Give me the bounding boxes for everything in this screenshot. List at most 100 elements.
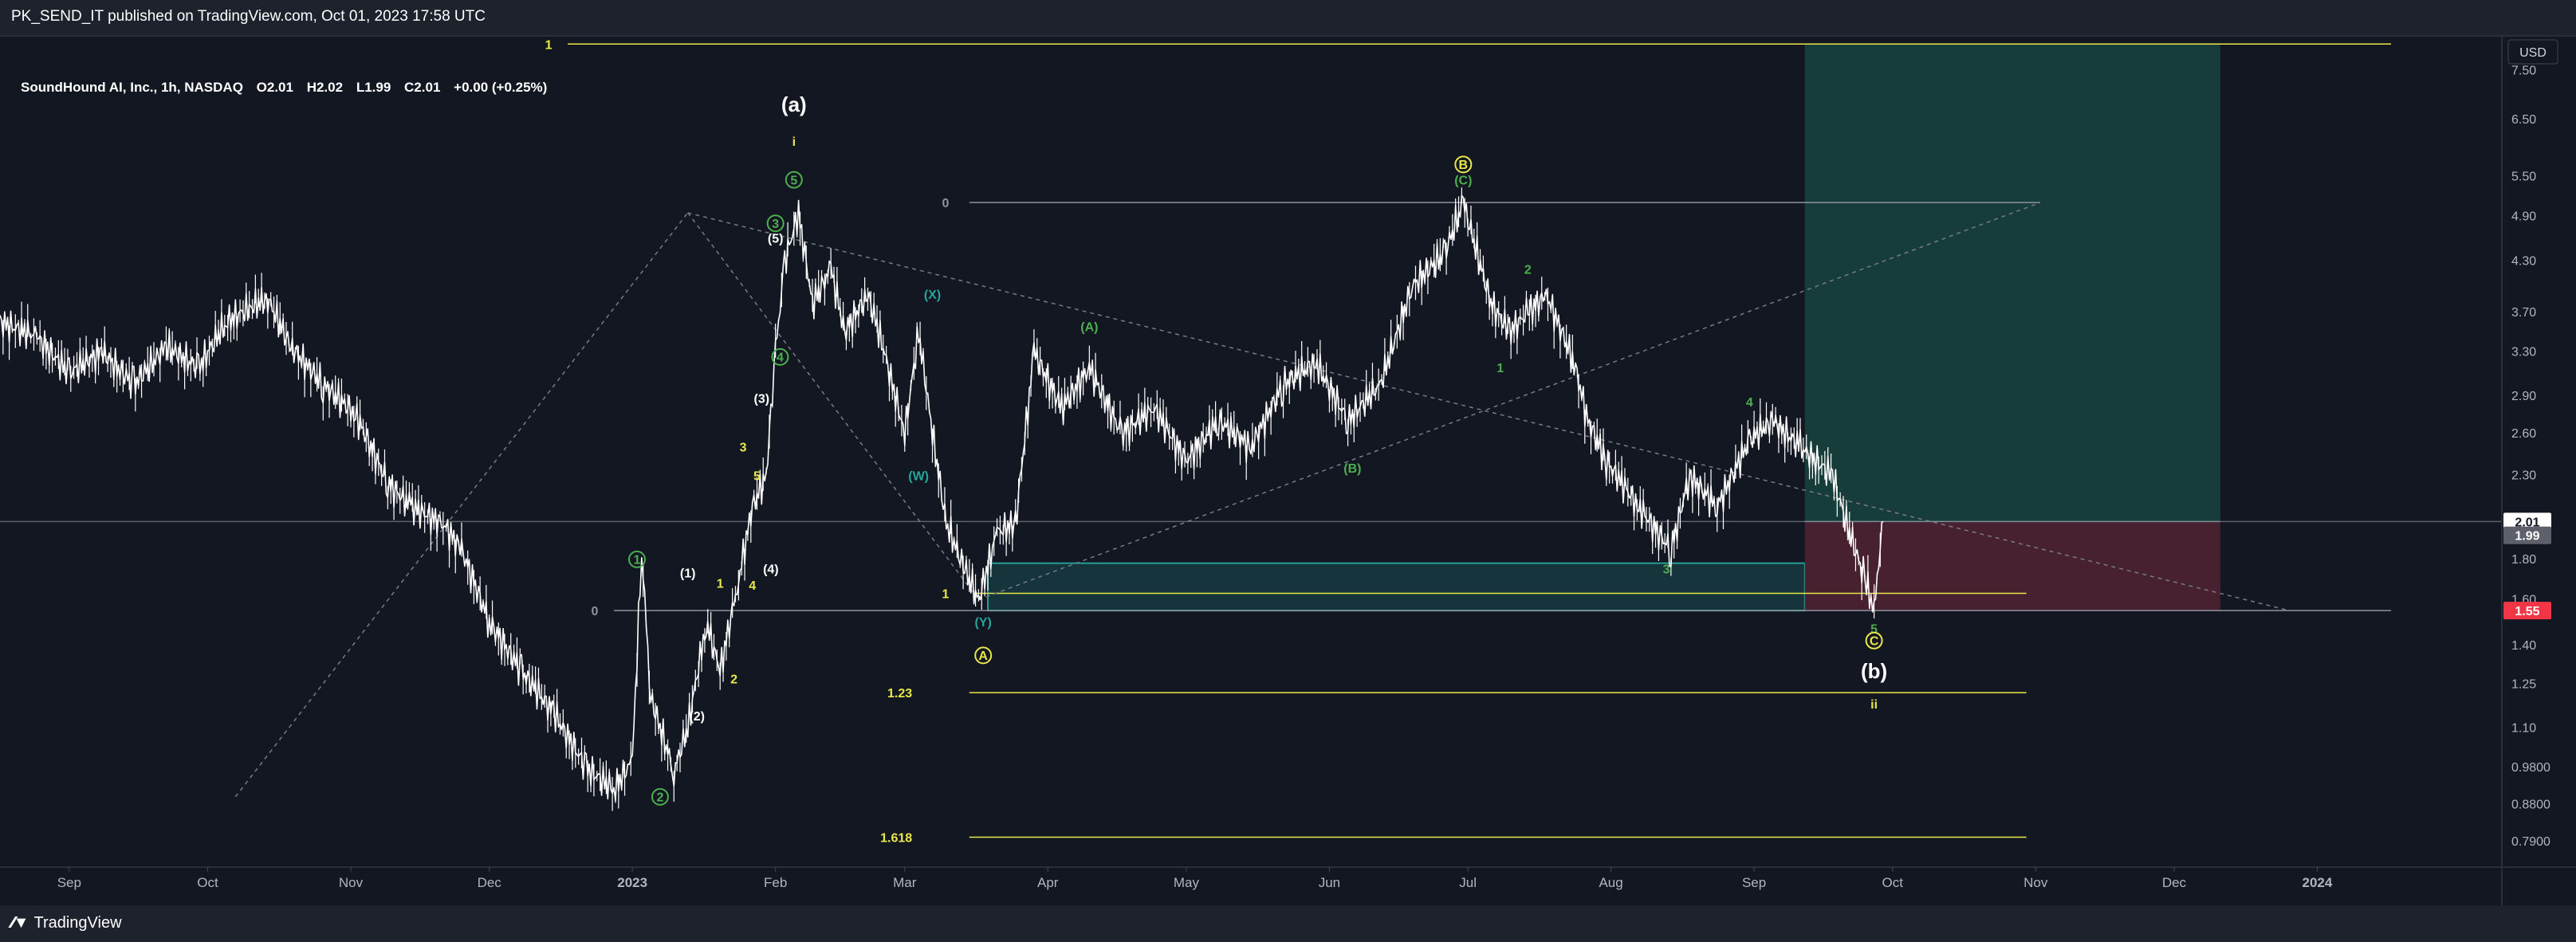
y-tick-label: 5.50	[2511, 171, 2536, 184]
y-tick-label: 1.80	[2511, 553, 2536, 567]
legend-symbol: SoundHound AI, Inc., 1h, NASDAQ	[21, 80, 243, 95]
legend-close: C2.01	[404, 80, 441, 95]
x-tick-label: Oct	[1882, 875, 1904, 890]
x-tick-label: Feb	[764, 875, 787, 890]
legend-change: +0.00 (+0.25%)	[454, 80, 548, 95]
x-tick-label: Aug	[1599, 875, 1622, 890]
wave-label: 5	[753, 469, 761, 483]
tradingview-icon: ⁄⁄▼	[11, 914, 29, 932]
y-tick-label: 4.30	[2511, 255, 2536, 269]
fib-label: 1.618	[880, 831, 912, 845]
price-series	[0, 187, 1884, 811]
loss-zone	[1804, 521, 2220, 611]
wave-label: 3	[772, 218, 779, 231]
wave-label: 1	[717, 577, 724, 591]
fib-label: 0	[942, 197, 950, 210]
trendlines	[234, 202, 2290, 798]
wave-label-circle	[766, 214, 785, 233]
wave-label: ii	[1870, 698, 1878, 712]
fib-levels: 1 0 0 1 1.23 1.618	[545, 38, 2392, 845]
x-tick-label: Jul	[1459, 875, 1477, 890]
y-tick-label: 2.90	[2511, 390, 2536, 403]
wave-label: 5	[790, 174, 797, 187]
y-tick-label: 0.7900	[2511, 835, 2550, 849]
y-tick-label: 3.70	[2511, 306, 2536, 320]
wave-label: (b)	[1861, 659, 1887, 683]
tradingview-logo[interactable]: ⁄⁄▼ TradingView	[11, 914, 122, 932]
wave-label: 4	[777, 351, 784, 365]
publish-text: PK_SEND_IT published on TradingView.com,…	[11, 8, 486, 25]
price-label-bg	[2503, 512, 2551, 531]
price-label: 2.01	[2515, 516, 2539, 529]
footer-bar: ⁄⁄▼ TradingView	[0, 905, 2576, 942]
wave-label-circle	[974, 646, 993, 665]
wave-label: 1	[1496, 362, 1504, 375]
wave-label: (B)	[1343, 462, 1361, 476]
profit-zone	[1804, 44, 2220, 522]
y-tick-label: 1.25	[2511, 678, 2536, 692]
wave-label: (a)	[781, 92, 807, 116]
legend-low: L1.99	[356, 80, 391, 95]
currency-box	[2507, 39, 2558, 65]
x-tick-label: Apr	[1037, 875, 1059, 890]
wave-label-circle	[1865, 631, 1883, 650]
wave-label: B	[1459, 159, 1469, 172]
wave-label: 2	[656, 791, 663, 805]
wave-label: C	[1870, 635, 1879, 649]
price-line	[0, 194, 1884, 802]
wave-label: 5	[1870, 623, 1878, 637]
wave-label: 3	[1663, 563, 1670, 577]
wave-label: A	[978, 650, 988, 663]
wave-label-circle	[651, 787, 669, 806]
trendline	[687, 212, 980, 600]
trendline	[978, 202, 2041, 601]
legend-open: O2.01	[256, 80, 293, 95]
y-tick-label: 1.10	[2511, 722, 2536, 736]
wave-label-circle	[771, 347, 789, 366]
wave-label: i	[792, 135, 796, 149]
brand-name: TradingView	[33, 914, 122, 932]
wave-label: (Y)	[975, 616, 992, 630]
y-tick-label: 1.40	[2511, 639, 2536, 653]
wave-label: (4)	[763, 563, 779, 577]
x-tick-label: Dec	[478, 875, 502, 890]
wave-label: 4	[1746, 396, 1753, 410]
x-tick-label: May	[1174, 875, 1200, 890]
chart-area[interactable]: 1 0 0 1 1.23 1.618 (a) i 5 3 (5) 4 (3) 3 5 1 (1) 1 (4) 4 2(…	[0, 37, 2576, 905]
wave-label: 2	[730, 673, 737, 687]
fib-label: 1.23	[887, 687, 912, 701]
x-tick-label: Oct	[197, 875, 218, 890]
x-tick-label: 2024	[2302, 875, 2332, 890]
wave-label: (X)	[924, 288, 941, 302]
wave-label: 3	[740, 441, 747, 454]
wave-label: (2)	[689, 710, 705, 724]
y-tick-label: 0.9800	[2511, 761, 2550, 775]
trendline	[234, 212, 689, 798]
fib-label: 1	[942, 588, 950, 602]
legend-high: H2.02	[306, 80, 344, 95]
y-tick-label: 6.50	[2511, 113, 2536, 127]
wave-label-circle	[785, 171, 803, 189]
zones	[986, 44, 2220, 612]
x-tick-label: Nov	[2023, 875, 2048, 890]
x-tick-label: Sep	[57, 875, 81, 890]
x-tick-label: Nov	[339, 875, 364, 890]
price-label-bg	[2503, 526, 2551, 544]
price-label: 1.55	[2515, 605, 2539, 618]
support-box	[986, 562, 1806, 612]
x-tick-label: Jun	[1319, 875, 1340, 890]
x-tick-label: Sep	[1742, 875, 1766, 890]
wave-label: 1	[634, 554, 641, 567]
y-tick-label: 4.90	[2511, 210, 2536, 223]
wave-label: 4	[749, 579, 756, 593]
symbol-legend: SoundHound AI, Inc., 1h, NASDAQ O2.01 H2…	[21, 80, 556, 96]
wave-label-circle	[627, 550, 646, 568]
y-tick-label: 2.30	[2511, 469, 2536, 482]
wave-labels: (a)i53(5)4(3)351(1)1(4)42(2)2(X)(W)(Y)A(…	[627, 92, 1887, 806]
x-tick-label: Dec	[2162, 875, 2187, 890]
wave-label: (3)	[754, 393, 770, 406]
axes: USD 7.50 6.50 5.50 4.90 4.30 3.70 3.30 2.90 2.60 2…	[0, 37, 2576, 905]
wave-label: 2	[1524, 263, 1532, 277]
fib-label: 0	[592, 605, 599, 618]
